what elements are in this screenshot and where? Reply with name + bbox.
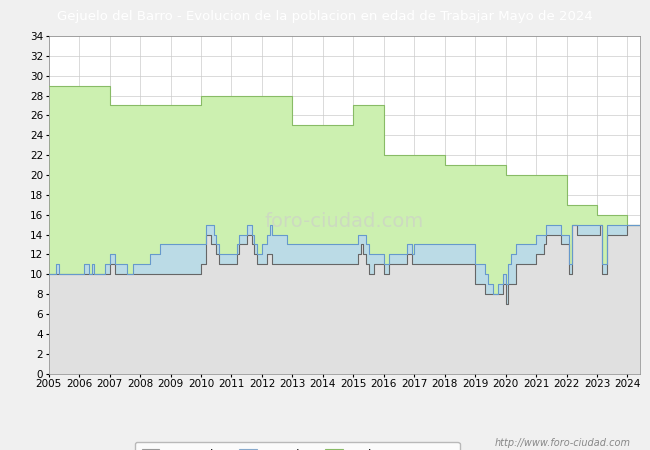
Text: Gejuelo del Barro - Evolucion de la poblacion en edad de Trabajar Mayo de 2024: Gejuelo del Barro - Evolucion de la pobl… bbox=[57, 10, 593, 22]
Text: http://www.foro-ciudad.com: http://www.foro-ciudad.com bbox=[495, 438, 630, 448]
Text: foro-ciudad.com: foro-ciudad.com bbox=[265, 212, 424, 231]
Legend: Ocupados, Parados, Hab. entre 16-64: Ocupados, Parados, Hab. entre 16-64 bbox=[135, 442, 460, 450]
